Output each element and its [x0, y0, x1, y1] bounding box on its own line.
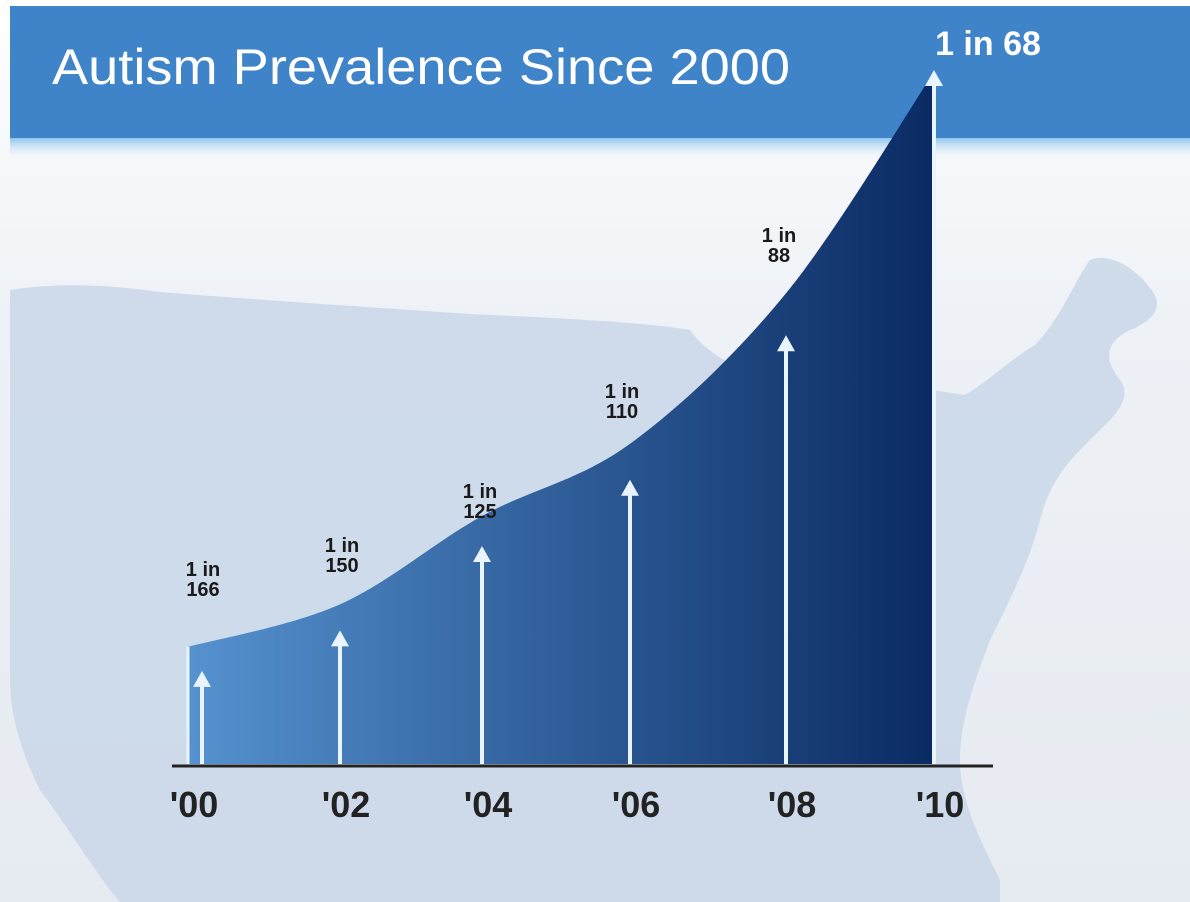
value-arrow [331, 630, 349, 764]
value-arrow [777, 335, 795, 764]
x-tick-label: '02 [322, 784, 371, 825]
prevalence-area [188, 72, 934, 764]
value-label: 1 in 88 [762, 225, 796, 267]
chart-title: Autism Prevalence Since 2000 [52, 39, 790, 95]
value-label: 1 in 150 [325, 535, 359, 577]
x-tick-label: '06 [612, 784, 661, 825]
value-label: 1 in 110 [605, 381, 639, 423]
header-stripe [10, 138, 1190, 160]
x-tick-label: '04 [464, 784, 513, 825]
x-tick-label: '08 [768, 784, 817, 825]
value-label: 1 in 166 [186, 559, 220, 601]
value-arrow [473, 546, 491, 764]
value-arrow [186, 646, 211, 764]
value-label: 1 in 125 [463, 481, 497, 523]
value-arrow [621, 479, 639, 764]
x-tick-label: '00 [170, 784, 219, 825]
header-band [10, 6, 1190, 138]
value-arrow [925, 70, 943, 764]
value-label: 1 in 68 [935, 25, 1041, 63]
x-tick-label: '10 [916, 784, 965, 825]
